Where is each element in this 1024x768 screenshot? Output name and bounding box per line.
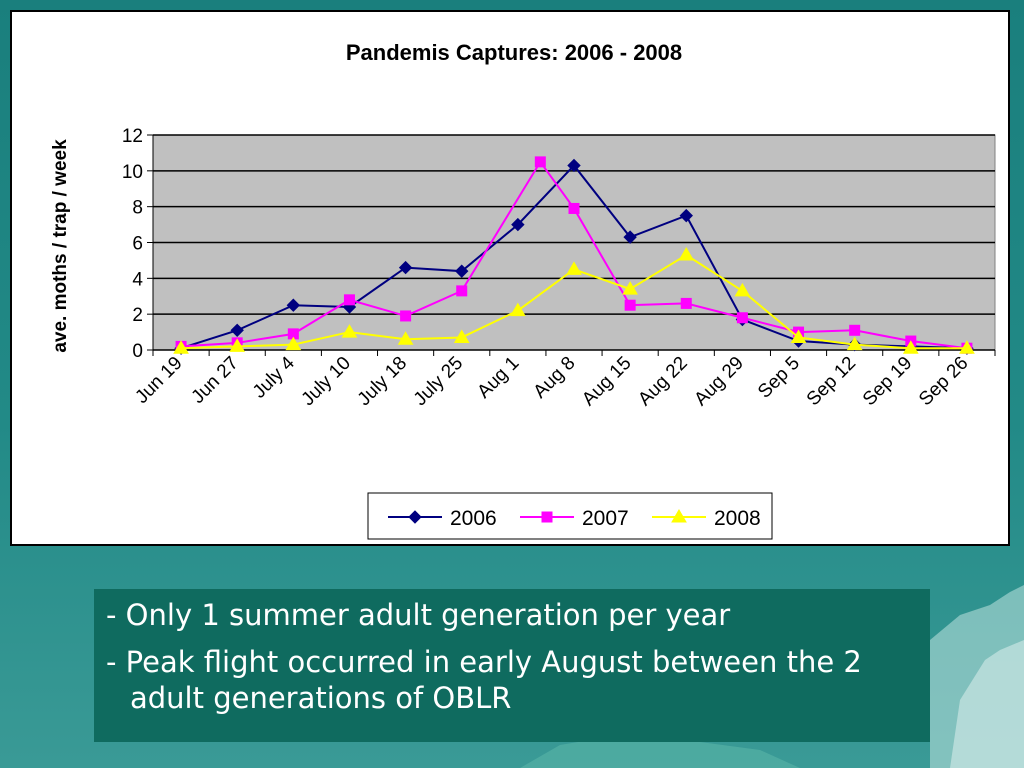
x-tick-label: Sep 26 [915, 353, 972, 410]
data-point-2008 [959, 340, 975, 354]
data-point-2008 [790, 329, 807, 343]
data-point-2008 [846, 336, 863, 351]
data-point-2008 [678, 247, 695, 261]
chart-title: Pandemis Captures: 2006 - 2008 [346, 40, 682, 65]
y-tick-label: 12 [122, 126, 143, 147]
data-point-2007 [736, 312, 748, 324]
x-tick-label: Sep 5 [754, 353, 804, 403]
data-point-2008 [509, 302, 526, 317]
notes-box: - Only 1 summer adult generation per yea… [94, 589, 930, 742]
data-point-2006 [679, 208, 693, 223]
x-tick-label: Aug 22 [634, 353, 691, 410]
data-point-2007 [680, 297, 692, 309]
y-tick-label: 0 [132, 341, 143, 362]
x-tick-label: Aug 8 [530, 353, 580, 403]
data-point-2006 [511, 217, 525, 232]
data-point-2008 [229, 338, 246, 352]
data-point-2008 [734, 282, 751, 297]
legend: 2006 2007 2008 [367, 492, 773, 540]
data-point-2006 [230, 323, 244, 337]
data-point-2007 [624, 299, 636, 311]
data-point-2007 [456, 285, 468, 297]
note-line-2: - Peak flight occurred in early August b… [106, 645, 862, 715]
data-point-2006 [567, 158, 581, 173]
y-tick-label: 10 [122, 162, 143, 183]
x-tick-label: Jun 27 [188, 353, 243, 408]
x-tick-label: Sep 12 [803, 353, 860, 410]
legend-marker-2006 [408, 510, 422, 524]
data-point-2006 [623, 230, 637, 244]
x-tick-label: Aug 29 [690, 353, 747, 410]
x-tick-label: July 10 [298, 353, 355, 410]
y-tick-label: 2 [132, 305, 143, 326]
data-point-2007 [400, 310, 412, 322]
data-point-2008 [397, 331, 414, 345]
x-tick-label: July 25 [410, 353, 467, 410]
data-point-2008 [622, 281, 639, 295]
data-point-2007 [849, 324, 861, 336]
chart-container: Pandemis Captures: 2006 - 2008 ave. moth… [10, 10, 1010, 546]
data-point-2006 [286, 298, 301, 312]
data-point-2007 [568, 202, 580, 214]
legend-label-2008: 2008 [714, 507, 761, 530]
series-layer [173, 156, 975, 355]
data-point-2006 [455, 264, 469, 278]
note-line-1: - Only 1 summer adult generation per yea… [106, 598, 731, 632]
y-axis-label: ave. moths / trap / week [50, 139, 71, 353]
x-tick-label: Sep 19 [859, 353, 916, 410]
data-point-2007 [534, 156, 546, 168]
y-tick-label: 8 [132, 198, 143, 219]
data-point-2008 [566, 261, 582, 275]
line-chart: Pandemis Captures: 2006 - 2008 ave. moth… [50, 40, 996, 540]
data-point-2006 [398, 260, 413, 275]
legend-label-2006: 2006 [450, 507, 497, 530]
series-2008 [173, 247, 975, 354]
legend-marker-2007 [541, 511, 553, 523]
legend-marker-2008 [671, 509, 687, 523]
x-tick-label: July 4 [249, 352, 299, 402]
x-tick-label: Aug 15 [578, 353, 635, 410]
y-tick-label: 6 [132, 234, 143, 255]
data-point-2008 [173, 340, 189, 354]
legend-label-2007: 2007 [582, 507, 629, 530]
data-point-2007 [343, 294, 355, 306]
data-point-2008 [285, 336, 302, 351]
x-tick-label: Aug 1 [473, 353, 523, 403]
data-point-2008 [453, 329, 470, 343]
x-tick-label: July 18 [354, 353, 411, 410]
data-point-2008 [341, 324, 358, 338]
data-point-2008 [902, 340, 919, 354]
y-tick-label: 4 [132, 269, 143, 290]
